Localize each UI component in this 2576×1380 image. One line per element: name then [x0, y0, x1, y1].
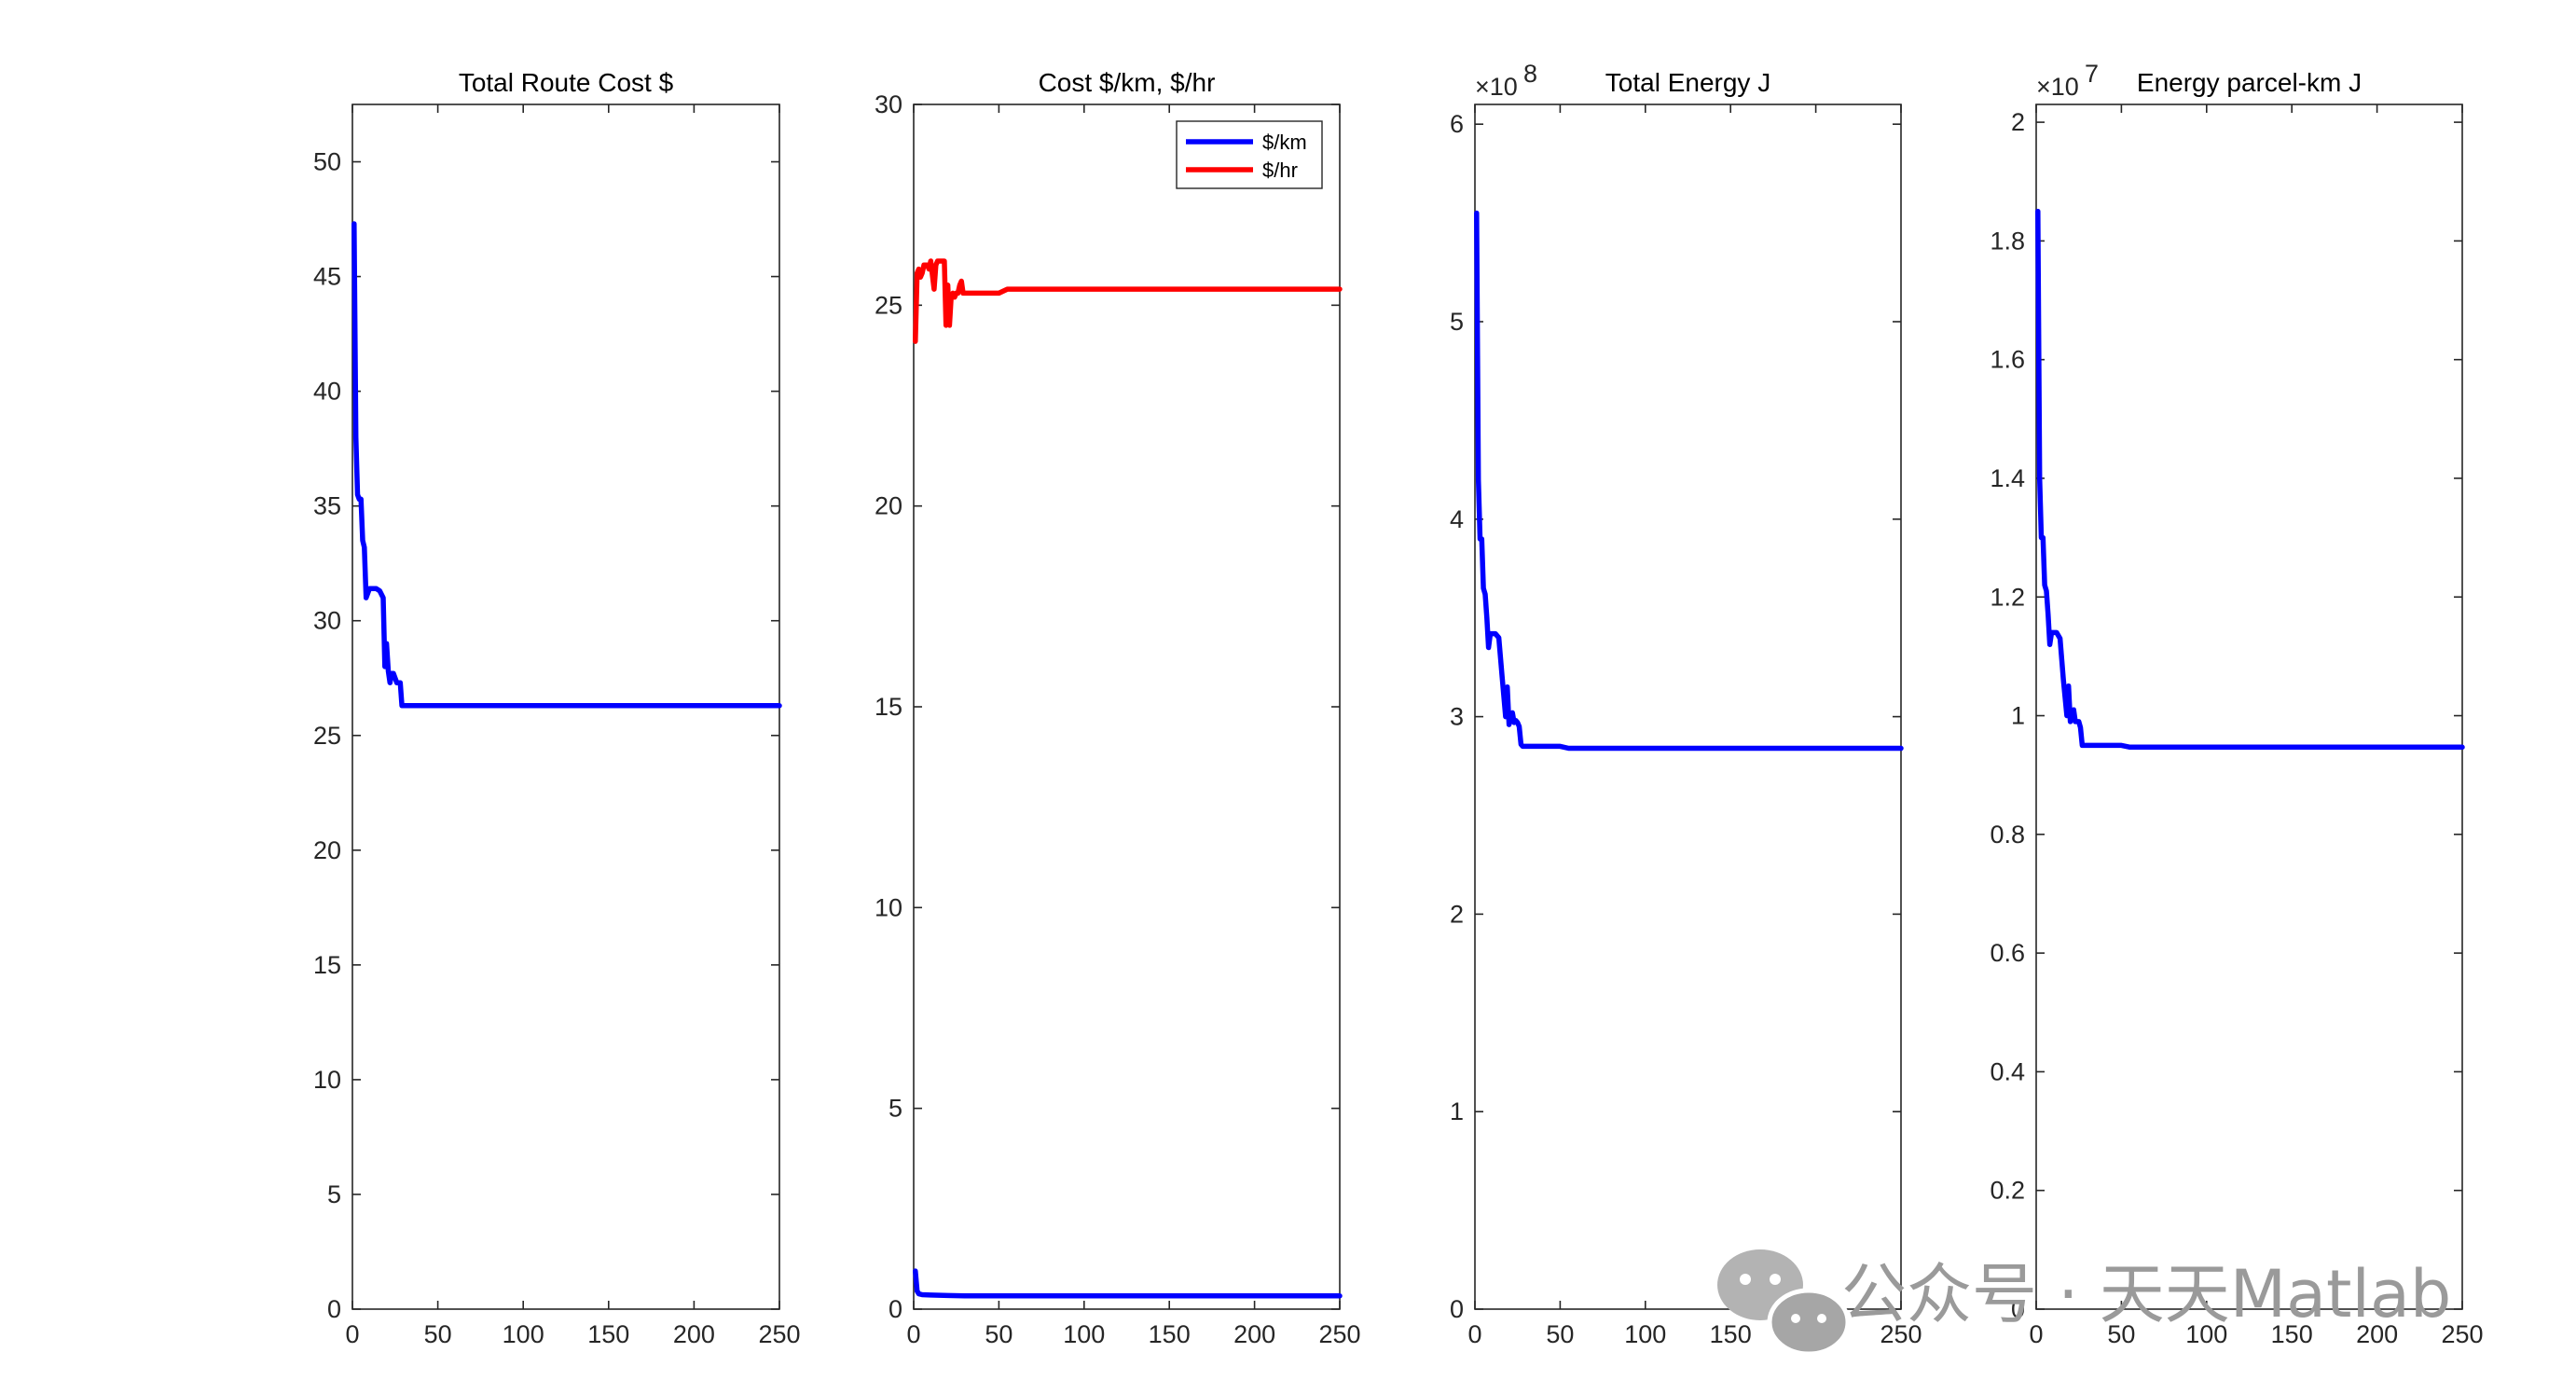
chart-title: Total Route Cost $: [459, 68, 674, 97]
y-tick-label: 50: [313, 148, 341, 176]
subplot-3: 0501001502002500123456Total Energy J×108: [1450, 60, 1922, 1348]
x-tick-label: 0: [906, 1320, 920, 1348]
wechat-icon: [1717, 1249, 1851, 1357]
x-tick-label: 150: [1710, 1320, 1752, 1348]
axes-frame: [2035, 104, 2463, 1310]
y-tick-label: 1: [1450, 1097, 1464, 1125]
y-tick-label: 10: [313, 1066, 341, 1094]
x-tick-label: 50: [424, 1320, 452, 1348]
x-tick-label: 50: [1546, 1320, 1574, 1348]
x-tick-label: 150: [2271, 1320, 2313, 1348]
axes-frame: [1474, 104, 1902, 1310]
x-tick-label: 150: [587, 1320, 629, 1348]
series-line-1: [2035, 208, 2465, 751]
series-line-1: [913, 1268, 1343, 1299]
y-tick-label: 30: [875, 90, 902, 118]
legend: $/km $/hr: [1176, 120, 1323, 189]
watermark: 公众号 · 天天Matlab: [1717, 1249, 2451, 1357]
chart-title: Energy parcel-km J: [2137, 68, 2362, 97]
y-tick-label: 2: [1450, 900, 1464, 928]
legend-entry: $/km: [1262, 131, 1307, 154]
x-tick-label: 250: [1318, 1320, 1360, 1348]
subplot-1: 0 50 100 150 200 250 0 5 10 15 20 25 30 35 40 45 50 Total…: [313, 68, 801, 1348]
x-tick-label: 0: [1467, 1320, 1481, 1348]
y-tick-label: 20: [875, 492, 902, 520]
chart-title: Total Energy J: [1605, 68, 1770, 97]
y-tick-label: 15: [313, 951, 341, 979]
y-tick-label: 0: [2011, 1295, 2025, 1323]
x-tick-label: 50: [2107, 1320, 2135, 1348]
y-tick-label: 5: [1450, 308, 1464, 336]
y-tick-label: 40: [313, 378, 341, 406]
series-line-2: [913, 258, 1343, 344]
legend-box: [1176, 120, 1323, 189]
y-exponent-label: ×10: [2036, 73, 2079, 101]
x-tick-label: 200: [673, 1320, 715, 1348]
x-tick-label: 100: [1063, 1320, 1105, 1348]
x-tick-label: 100: [1624, 1320, 1666, 1348]
legend-entry: $/hr: [1262, 159, 1298, 182]
x-tick-label: 250: [758, 1320, 800, 1348]
y-tick-label: 0.6: [1990, 939, 2025, 967]
y-tick-label: 10: [875, 893, 902, 921]
subplot-panels: 0 50 100 150 200 25005101520253035404550Total…: [313, 60, 2484, 1348]
x-tick-label: 100: [503, 1320, 544, 1348]
y-tick-label: 1.4: [1990, 464, 2025, 492]
y-tick-label: 20: [313, 836, 341, 864]
y-tick-label: 25: [313, 722, 341, 750]
y-tick-label: 3: [1450, 703, 1464, 731]
y-tick-label: 1.2: [1990, 583, 2025, 611]
subplot-4: 0 50 100 150 200 250 0 0.2 0.4 0.6 0.8 1 1.2 1.4 1.6 1.…: [1990, 60, 2483, 1348]
chart-title: Cost $/km, $/hr: [1039, 68, 1216, 97]
y-tick-label: 2: [2011, 108, 2025, 136]
y-exponent-power: 8: [1523, 60, 1537, 88]
watermark-text: 公众号 · 天天Matlab: [1841, 1256, 2451, 1332]
x-tick-label: 200: [1233, 1320, 1275, 1348]
series-line-1: [351, 221, 782, 709]
y-tick-label: 1: [2011, 702, 2025, 730]
x-tick-label: 50: [985, 1320, 1012, 1348]
y-tick-label: 30: [313, 607, 341, 635]
x-tick-label: 150: [1149, 1320, 1191, 1348]
series-line-1: [1474, 210, 1904, 752]
x-tick-label: 250: [2441, 1320, 2483, 1348]
y-tick-label: 1.8: [1990, 227, 2025, 255]
y-tick-label: 15: [875, 693, 902, 721]
x-tick-label: 100: [2185, 1320, 2227, 1348]
y-tick-label: 45: [313, 263, 341, 291]
y-tick-label: 0.4: [1990, 1057, 2025, 1085]
y-tick-label: 0.2: [1990, 1177, 2025, 1205]
x-tick-label: 250: [1880, 1320, 1922, 1348]
y-tick-label: 35: [313, 492, 341, 520]
x-tick-label: 0: [2029, 1320, 2043, 1348]
y-exponent-power: 7: [2085, 60, 2099, 88]
y-tick-label: 5: [327, 1180, 341, 1208]
y-tick-label: 0: [327, 1295, 341, 1323]
y-tick-label: 0: [1450, 1295, 1464, 1323]
y-exponent-label: ×10: [1475, 73, 1518, 101]
y-tick-label: 6: [1450, 110, 1464, 138]
y-tick-label: 5: [889, 1095, 902, 1123]
y-tick-label: 0.8: [1990, 821, 2025, 849]
y-tick-label: 4: [1450, 505, 1464, 533]
y-tick-label: 1.6: [1990, 346, 2025, 374]
y-tick-label: 25: [875, 291, 902, 319]
subplot-2: 0 50 100 150 200 250 0 5 10 15 20 25 30 Cost $/km, $/…: [875, 68, 1361, 1348]
x-tick-label: 0: [345, 1320, 359, 1348]
x-tick-label: 200: [2356, 1320, 2398, 1348]
y-tick-label: 0: [889, 1295, 902, 1323]
